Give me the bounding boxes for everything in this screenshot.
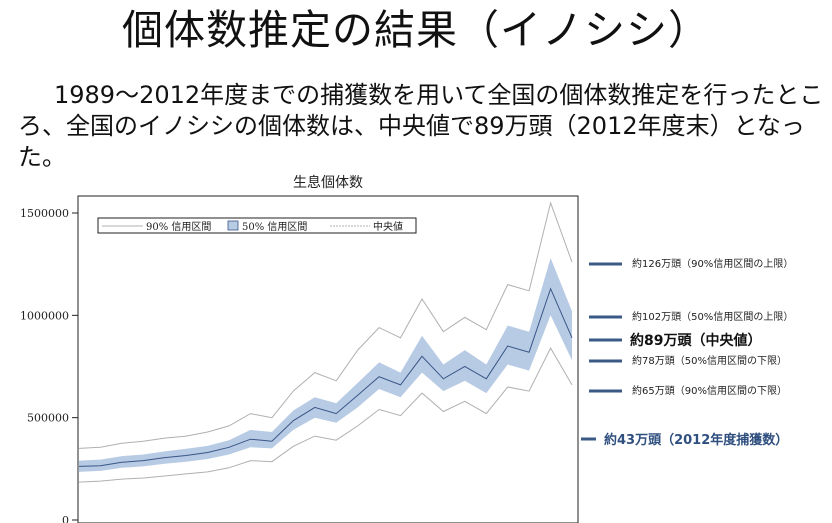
legend-ci90-label: 90% 信用区間 bbox=[146, 221, 211, 233]
annotations: 約126万頭（90%信用区間の上限） 約102万頭（50%信用区間の上限） 約89万… bbox=[581, 257, 793, 448]
y-tick-label: 500000 bbox=[27, 412, 69, 425]
annotation-label: 約78万頭（50%信用区間の下限） bbox=[632, 354, 787, 367]
plot-layer bbox=[78, 201, 573, 483]
ci50-band bbox=[79, 258, 572, 472]
annotation-label: 約43万頭（2012年度捕獲数） bbox=[604, 432, 788, 448]
legend: 90% 信用区間 50% 信用区間 中央値 bbox=[97, 217, 417, 234]
description-body: 1989～2012年度までの捕獲数を用いて全国の個体数推定を行ったところ、全国の… bbox=[18, 81, 824, 171]
ci90-lower-line bbox=[78, 347, 573, 483]
annotation-label: 約65万頭（90%信用区間の下限） bbox=[632, 384, 787, 397]
chart-title: 生息個体数 bbox=[293, 174, 363, 191]
legend-ci50-swatch bbox=[227, 220, 239, 231]
annotation-label: 約126万頭（90%信用区間の上限） bbox=[632, 257, 793, 270]
annotation-label: 約89万頭（中央値） bbox=[630, 332, 761, 349]
y-tick-label: 1500000 bbox=[20, 207, 69, 220]
annotation-label: 約102万頭（50%信用区間の上限） bbox=[632, 310, 793, 323]
legend-frame bbox=[97, 217, 417, 234]
description-text: 1989～2012年度までの捕獲数を用いて全国の個体数推定を行ったところ、全国の… bbox=[18, 80, 826, 173]
y-tick-label: 0 bbox=[62, 514, 69, 523]
legend-median-label: 中央値 bbox=[373, 220, 403, 233]
ci90-upper-line bbox=[78, 201, 573, 449]
y-tick-label: 1000000 bbox=[20, 309, 69, 322]
median-line bbox=[78, 287, 573, 467]
legend-ci50-label: 50% 信用区間 bbox=[242, 221, 307, 233]
y-axis: 0 500000 1000000 1500000 bbox=[20, 207, 78, 523]
page-title: 個体数推定の結果（イノシシ） bbox=[122, 6, 710, 54]
